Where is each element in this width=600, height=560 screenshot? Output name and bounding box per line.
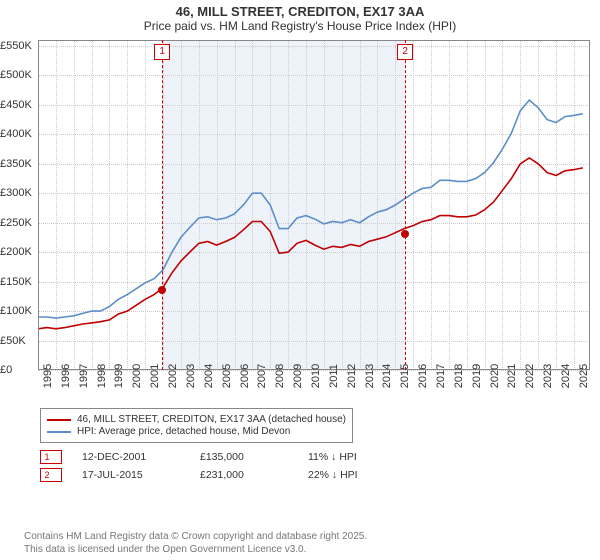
legend-swatch	[47, 419, 71, 421]
marker-line	[405, 40, 406, 370]
xtick-label: 1999	[113, 364, 125, 388]
xtick-label: 2024	[560, 364, 572, 388]
xtick-label: 2001	[149, 364, 161, 388]
xtick-label: 2009	[292, 364, 304, 388]
ytick-label: £500K	[0, 69, 34, 81]
ytick-label: £350K	[0, 158, 34, 170]
xtick-label: 2020	[489, 364, 501, 388]
transaction-marker-id: 1	[40, 450, 62, 464]
transactions-table: 1 12-DEC-2001£135,00011% ↓ HPI 2 17-JUL-201…	[40, 448, 366, 484]
footer-line1: Contains HM Land Registry data © Crown c…	[24, 530, 367, 543]
transaction-price: £231,000	[200, 469, 308, 481]
ytick-label: £150K	[0, 276, 34, 288]
transaction-marker-id: 2	[40, 468, 62, 482]
xtick-label: 2011	[328, 364, 340, 388]
footer-line2: This data is licensed under the Open Gov…	[24, 543, 367, 556]
xtick-label: 2016	[417, 364, 429, 388]
transaction-row: 2 17-JUL-2015£231,00022% ↓ HPI	[40, 466, 366, 484]
ytick-label: £250K	[0, 217, 34, 229]
xtick-label: 1998	[96, 364, 108, 388]
xtick-label: 2022	[524, 364, 536, 388]
legend-swatch	[47, 431, 71, 433]
xtick-label: 2023	[542, 364, 554, 388]
xtick-label: 1996	[60, 364, 72, 388]
ytick-label: £200K	[0, 246, 34, 258]
ytick-label: £100K	[0, 305, 34, 317]
transaction-row: 1 12-DEC-2001£135,00011% ↓ HPI	[40, 448, 366, 466]
xtick-label: 2025	[578, 364, 590, 388]
marker-flag: 1	[154, 44, 170, 60]
plot-border	[38, 40, 590, 370]
xtick-label: 2006	[239, 364, 251, 388]
chart-plot-area	[38, 40, 590, 370]
xtick-label: 1995	[42, 364, 54, 388]
xtick-label: 2008	[274, 364, 286, 388]
legend-label: HPI: Average price, detached house, Mid …	[77, 426, 290, 437]
ytick-label: £300K	[0, 187, 34, 199]
xtick-label: 2013	[364, 364, 376, 388]
xtick-label: 2018	[453, 364, 465, 388]
xtick-label: 2005	[221, 364, 233, 388]
xtick-label: 2017	[435, 364, 447, 388]
legend: 46, MILL STREET, CREDITON, EX17 3AA (det…	[40, 408, 353, 443]
xtick-label: 2004	[203, 364, 215, 388]
chart-subtitle: Price paid vs. HM Land Registry's House …	[0, 19, 600, 37]
xtick-label: 2003	[185, 364, 197, 388]
ytick-label: £550K	[0, 40, 34, 52]
legend-label: 46, MILL STREET, CREDITON, EX17 3AA (det…	[77, 414, 346, 425]
transaction-date: 17-JUL-2015	[82, 469, 200, 481]
xtick-label: 2010	[310, 364, 322, 388]
price-point	[158, 286, 166, 294]
xtick-label: 2000	[131, 364, 143, 388]
transaction-price: £135,000	[200, 451, 308, 463]
transaction-delta: 22% ↓ HPI	[308, 469, 366, 481]
xtick-label: 2019	[471, 364, 483, 388]
ytick-label: £50K	[0, 335, 34, 347]
xtick-label: 2014	[381, 364, 393, 388]
chart-title: 46, MILL STREET, CREDITON, EX17 3AA	[0, 0, 600, 19]
transaction-date: 12-DEC-2001	[82, 451, 200, 463]
ytick-label: £400K	[0, 128, 34, 140]
footer: Contains HM Land Registry data © Crown c…	[24, 530, 367, 556]
xtick-label: 2002	[167, 364, 179, 388]
legend-item: 46, MILL STREET, CREDITON, EX17 3AA (det…	[47, 414, 346, 425]
marker-line	[162, 40, 163, 370]
transaction-delta: 11% ↓ HPI	[308, 451, 365, 463]
xtick-label: 2015	[399, 364, 411, 388]
ytick-label: £0	[0, 364, 34, 376]
xtick-label: 2021	[506, 364, 518, 388]
xtick-label: 1997	[78, 364, 90, 388]
marker-flag: 2	[397, 44, 413, 60]
legend-item: HPI: Average price, detached house, Mid …	[47, 426, 346, 437]
xtick-label: 2012	[346, 364, 358, 388]
ytick-label: £450K	[0, 99, 34, 111]
price-point	[401, 230, 409, 238]
xtick-label: 2007	[256, 364, 268, 388]
